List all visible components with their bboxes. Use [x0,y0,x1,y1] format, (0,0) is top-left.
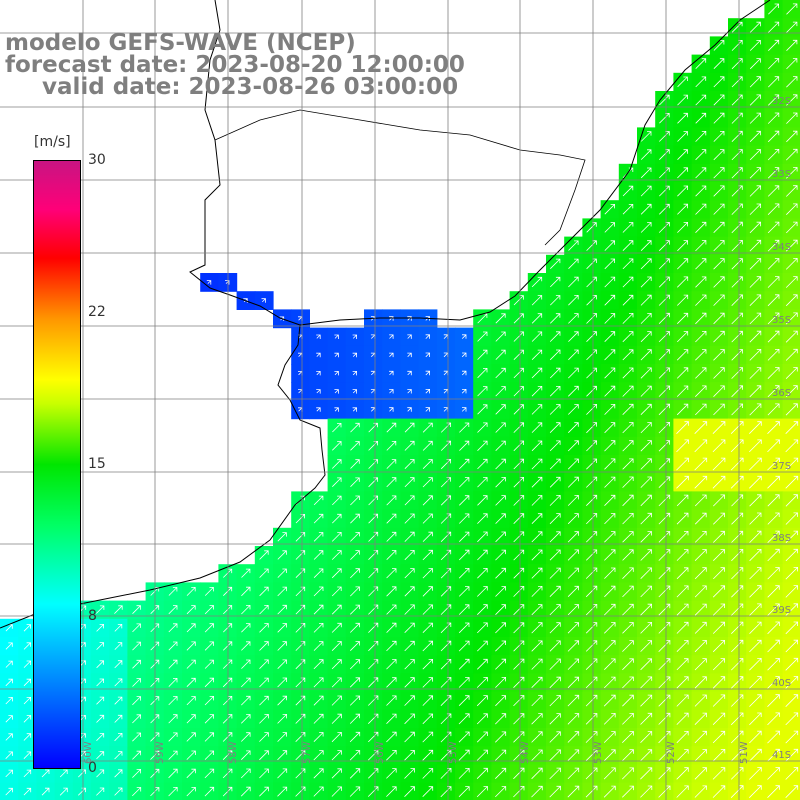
colorbar-tick: 15 [88,456,106,472]
lon-label: 60W [83,741,94,764]
colorbar [33,160,81,769]
lat-label: 35S [772,315,792,326]
colorbar-tick: 0 [88,760,97,776]
lat-label: 40S [772,678,792,689]
forecast-date: forecast date: 2023-08-20 12:00:00 [5,52,465,78]
colorbar-tick: 8 [88,608,97,624]
lon-label: 53W [593,741,604,764]
lat-label: 39S [772,605,792,616]
lon-label: 54W [520,741,531,764]
lon-label: 58W [228,741,239,764]
colorbar-tick: 22 [88,304,106,320]
lat-label: 38S [772,533,792,544]
lat-label: 41S [772,750,792,761]
lon-label: 55W [448,741,459,764]
colorbar-units: [m/s] [34,134,71,150]
lon-label: 59W [155,741,166,764]
lon-label: 57W [302,741,313,764]
lat-label: 33S [772,169,792,180]
lat-label: 32S [772,96,792,107]
coastline [0,0,771,629]
lat-label: 36S [772,388,792,399]
lat-label: 37S [772,461,792,472]
lon-label: 51W [739,741,750,764]
lat-label: 34S [772,242,792,253]
model-title: modelo GEFS-WAVE (NCEP) [5,30,356,56]
border-line [214,109,586,246]
colorbar-tick: 30 [88,152,106,168]
valid-date: valid date: 2023-08-26 03:00:00 [42,74,459,100]
lon-label: 56W [375,741,386,764]
lon-label: 52W [666,741,677,764]
